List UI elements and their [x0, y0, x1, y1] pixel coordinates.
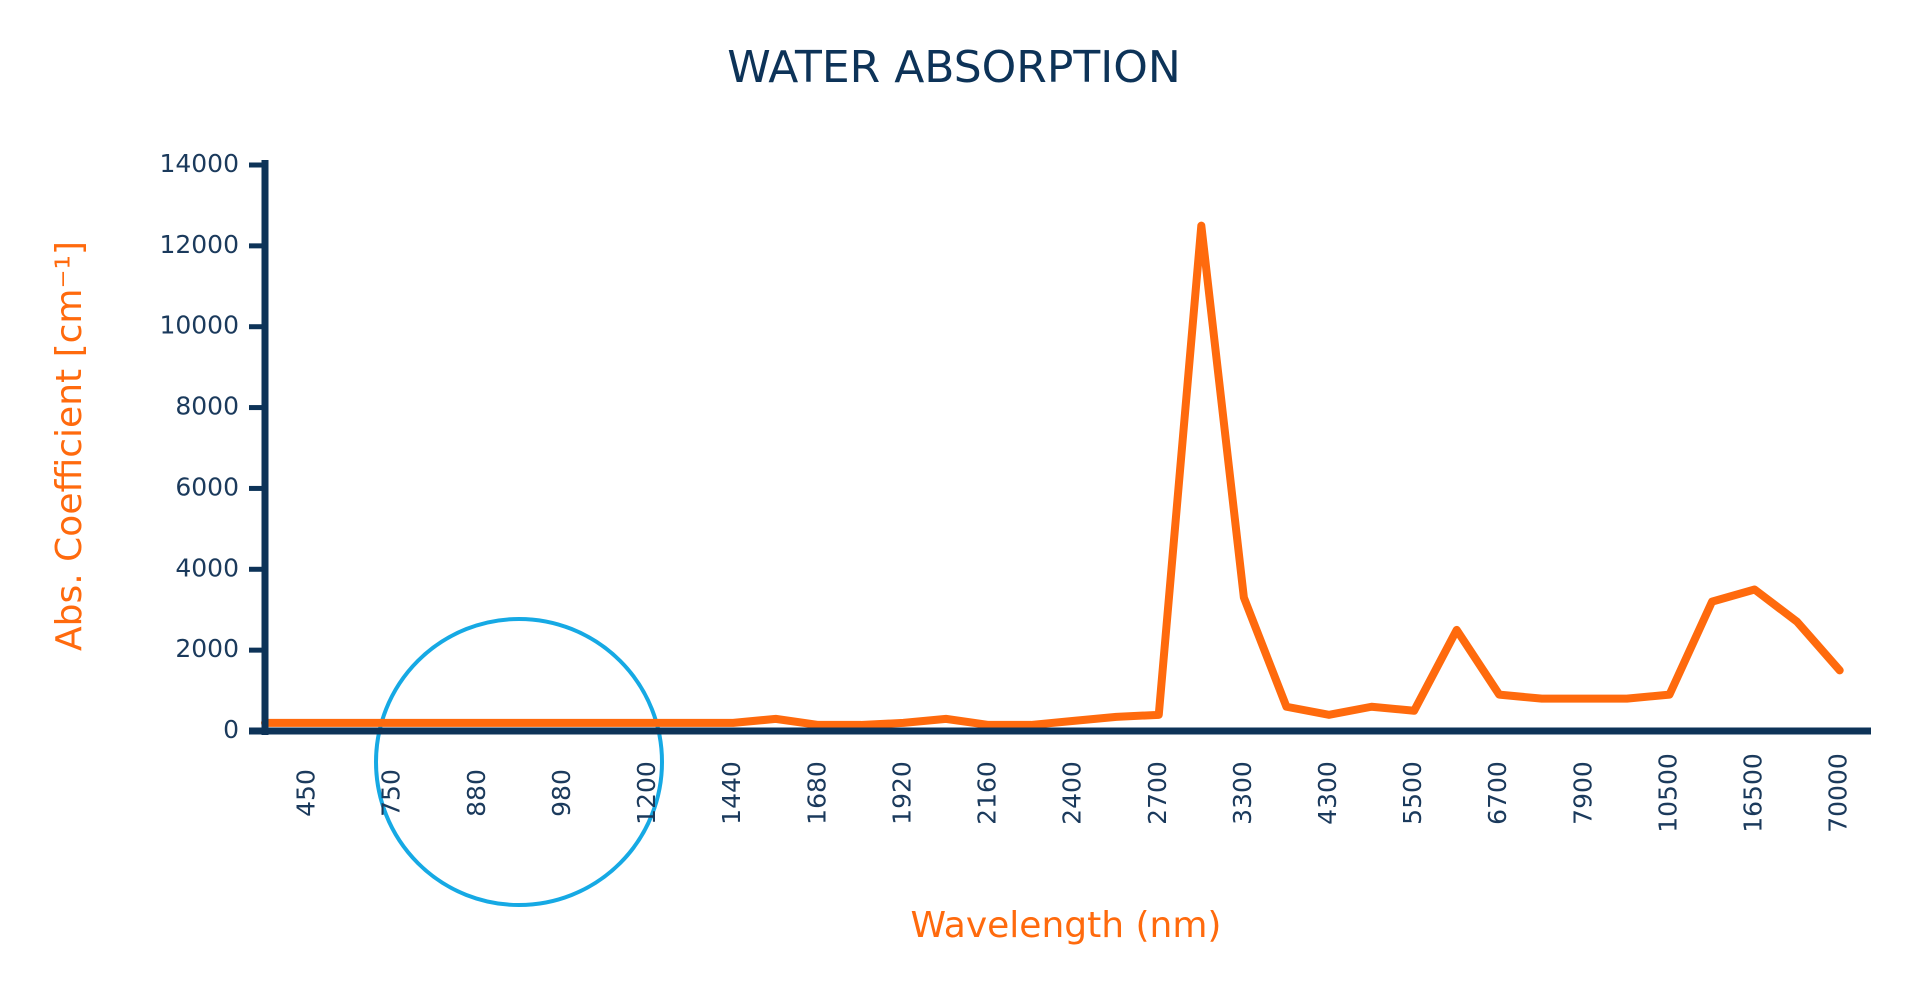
x-tick-label: 70000 [1824, 753, 1853, 833]
x-tick-label: 1920 [887, 761, 916, 825]
x-tick-label: 1440 [717, 761, 746, 825]
y-tick-label: 2000 [175, 634, 239, 663]
x-tick-label: 6700 [1483, 761, 1512, 825]
x-tick-label: 16500 [1739, 753, 1768, 833]
y-tick-label: 8000 [175, 392, 239, 421]
y-tick-label: 14000 [159, 149, 239, 178]
y-tick-label: 10000 [159, 311, 239, 340]
x-tick-label: 450 [292, 769, 321, 817]
x-tick-label: 2700 [1143, 761, 1172, 825]
chart-title: WATER ABSORPTION [727, 42, 1181, 93]
x-tick-label: 2160 [973, 761, 1002, 825]
x-tick-label: 3300 [1228, 761, 1257, 825]
y-tick-label: 6000 [175, 472, 239, 501]
x-tick-label: 980 [547, 769, 576, 817]
x-tick-label: 7900 [1568, 761, 1597, 825]
x-tick-label: 5500 [1398, 761, 1427, 825]
x-tick-label: 1200 [632, 761, 661, 825]
x-axis-label: Wavelength (nm) [911, 905, 1222, 946]
y-tick-label: 4000 [175, 553, 239, 582]
data-line [261, 221, 1844, 729]
x-tick-label: 1680 [802, 761, 831, 825]
highlight-circle [374, 617, 664, 907]
y-tick-label: 0 [223, 715, 239, 744]
y-tick-label: 12000 [159, 230, 239, 259]
x-tick-label: 750 [377, 769, 406, 817]
x-tick-label: 10500 [1653, 753, 1682, 833]
x-tick-label: 880 [462, 769, 491, 817]
y-axis-label: Abs. Coefficient [cm⁻¹] [49, 241, 90, 651]
x-tick-label: 2400 [1058, 761, 1087, 825]
x-tick-label: 4300 [1313, 761, 1342, 825]
